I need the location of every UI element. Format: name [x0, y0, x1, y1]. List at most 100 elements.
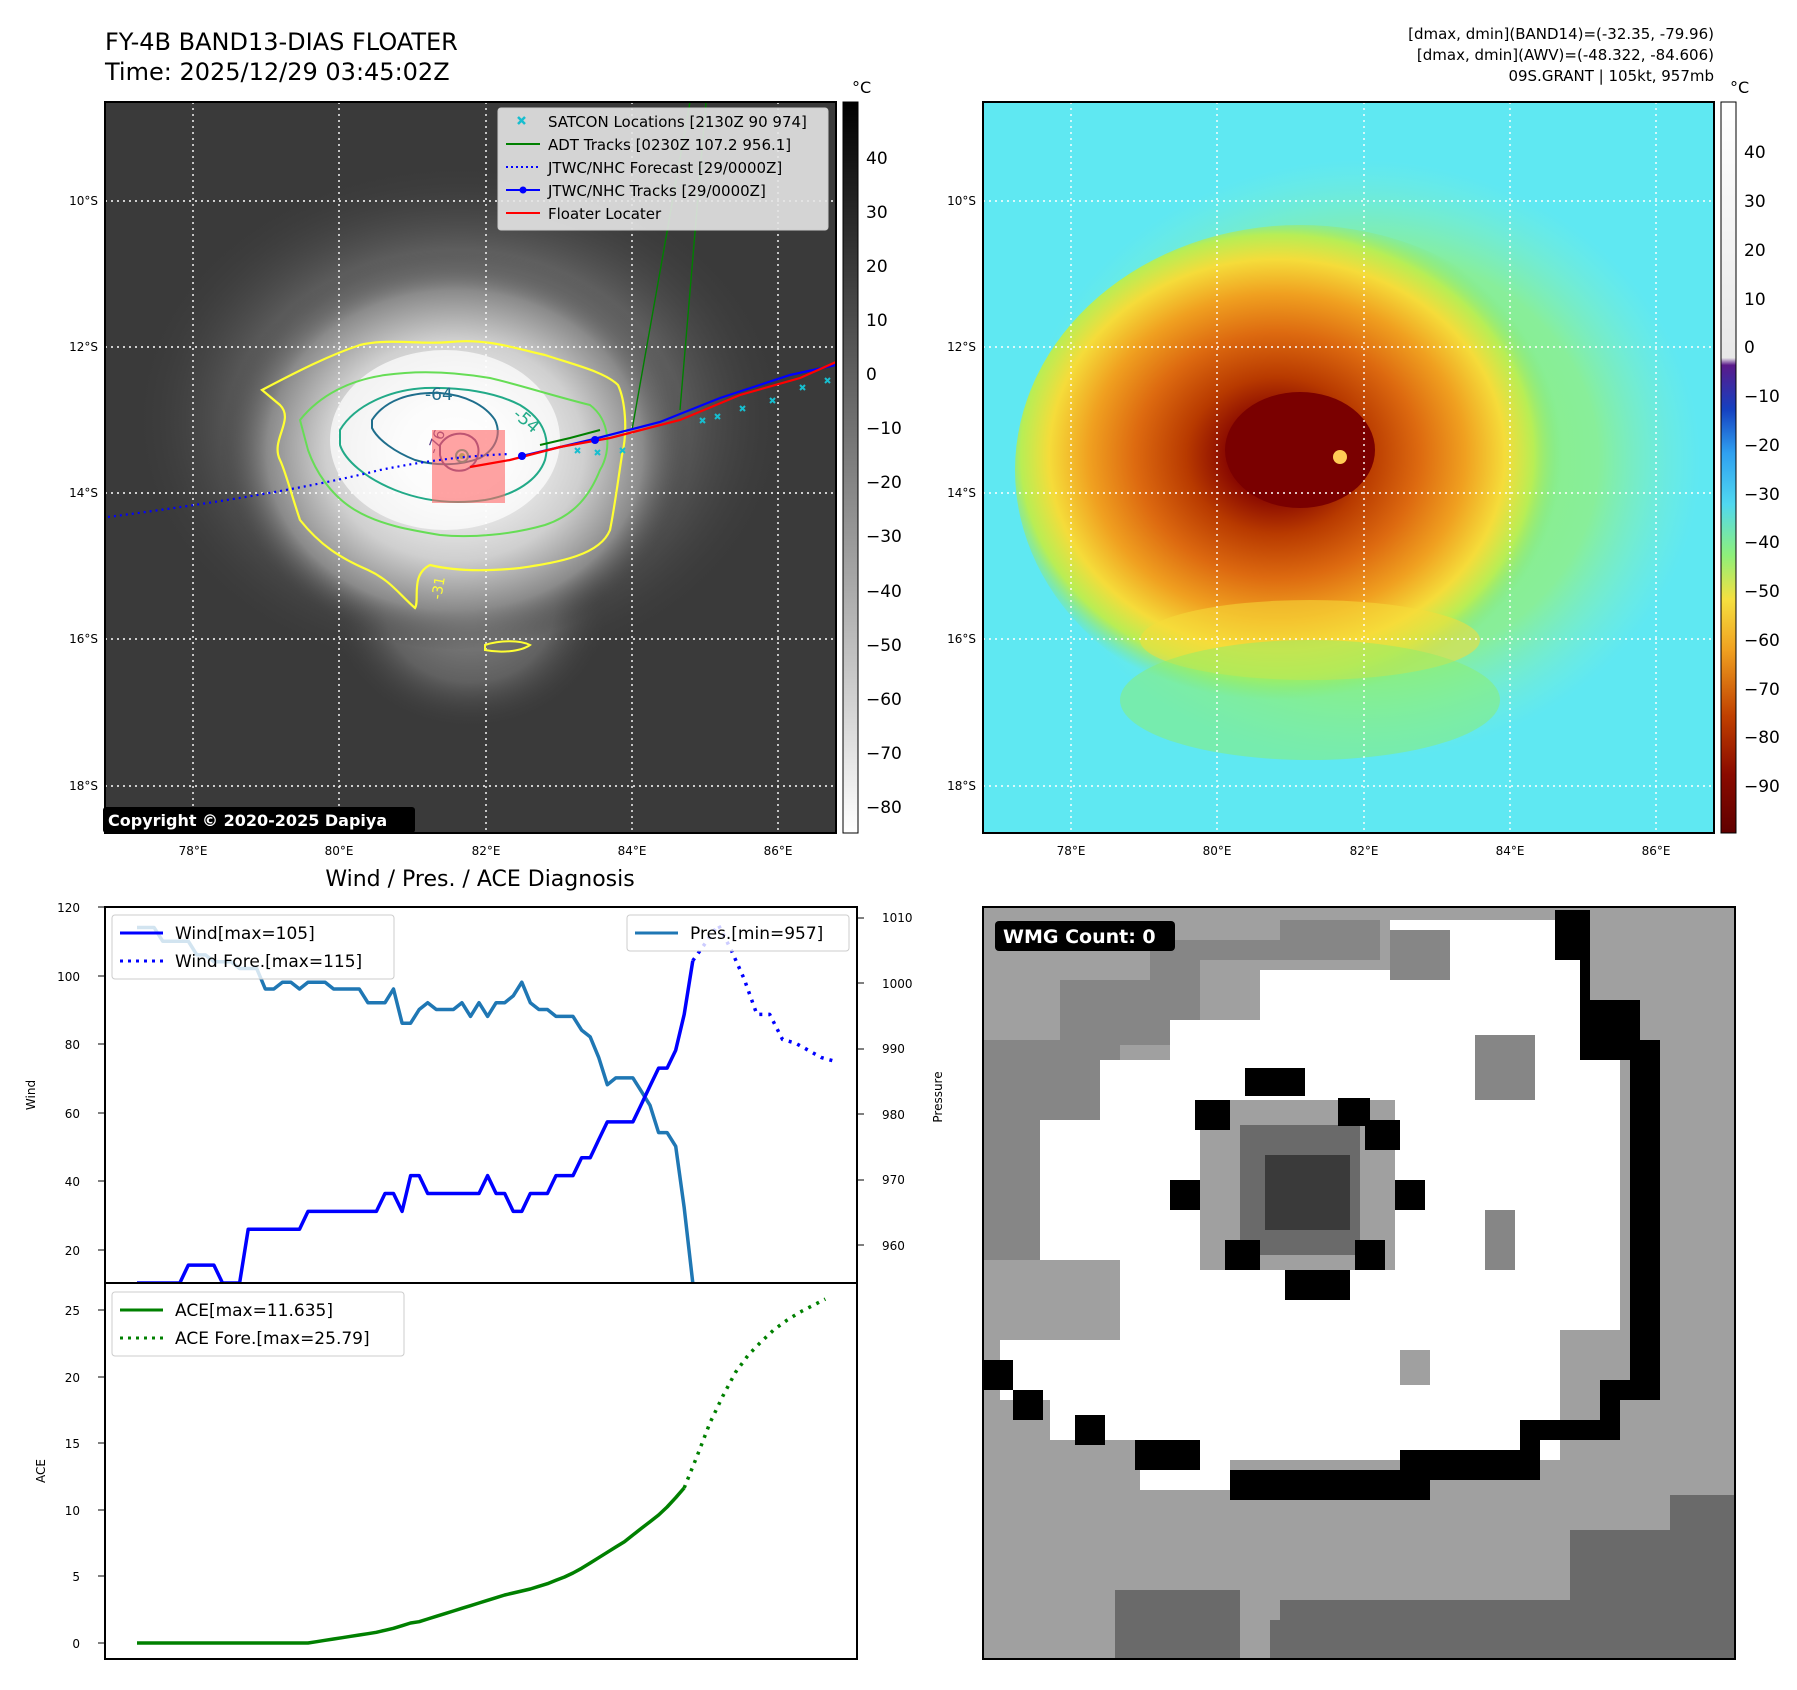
svg-text:80: 80	[65, 1038, 80, 1052]
contour-band	[484, 640, 532, 653]
svg-text:86°E: 86°E	[1642, 844, 1671, 858]
svg-text:10: 10	[65, 1504, 80, 1518]
svg-text:−20: −20	[866, 473, 902, 493]
svg-text:25: 25	[65, 1304, 80, 1318]
legend-adt-label: ADT Tracks [0230Z 107.2 956.1]	[548, 136, 791, 154]
svg-text:30: 30	[866, 203, 888, 223]
legend-ace-label: ACE[max=11.635]	[175, 1301, 333, 1321]
ace-line	[137, 1486, 686, 1645]
svg-text:970: 970	[882, 1173, 905, 1187]
svg-text:14°S: 14°S	[69, 486, 98, 500]
svg-text:80°E: 80°E	[1203, 844, 1232, 858]
ace-lines	[137, 1297, 827, 1645]
svg-text:−80: −80	[866, 798, 902, 818]
contour-lightgreen	[298, 371, 609, 538]
legend-tracks-label: JTWC/NHC Tracks [29/0000Z]	[547, 182, 766, 200]
svg-text:82°E: 82°E	[472, 844, 501, 858]
svg-text:100: 100	[57, 970, 80, 984]
gray-colorbar-unit: °C	[852, 78, 871, 97]
svg-text:10: 10	[866, 311, 888, 331]
wind-yticks: 120 100 80 60 40 20	[57, 901, 80, 1258]
color-gridlines	[983, 102, 1714, 833]
floater-locater-line	[469, 360, 836, 469]
svg-text:0: 0	[866, 365, 877, 385]
svg-text:84°E: 84°E	[618, 844, 647, 858]
svg-text:16°S: 16°S	[69, 632, 98, 646]
svg-text:16°S: 16°S	[947, 632, 976, 646]
pressure-yticks: 1010 1000 990 980 970 960	[882, 911, 913, 1253]
legend-floater-label: Floater Locater	[548, 205, 662, 223]
ir-color-map	[983, 102, 1714, 833]
svg-text:0: 0	[72, 1637, 80, 1651]
svg-text:0: 0	[1744, 338, 1755, 358]
svg-text:40: 40	[65, 1175, 80, 1189]
copyright-text: Copyright © 2020-2025 Dapiya	[108, 811, 387, 830]
legend-satcon-icon	[517, 116, 526, 125]
svg-text:15: 15	[65, 1437, 80, 1451]
svg-text:40: 40	[866, 149, 888, 169]
svg-text:20: 20	[1744, 241, 1766, 261]
svg-text:990: 990	[882, 1042, 905, 1056]
pressure-axis-label: Pressure	[931, 1071, 945, 1122]
svg-text:980: 980	[882, 1108, 905, 1122]
color-lat-labels: 10°S 12°S 14°S 16°S 18°S	[947, 194, 976, 793]
wmg-count-label: WMG Count: 0	[1003, 926, 1156, 948]
svg-text:−50: −50	[866, 636, 902, 656]
gray-colorbar-ticks: 40 30 20 10 0 −10 −20 −30 −40 −50 −60 −7…	[866, 149, 902, 818]
svg-text:40: 40	[1744, 143, 1766, 163]
jtwc-forecast-line	[107, 452, 511, 519]
svg-text:−60: −60	[866, 690, 902, 710]
dmax-awv: [dmax, dmin](AWV)=(-48.322, -84.606)	[1417, 46, 1714, 64]
svg-text:−10: −10	[1744, 387, 1780, 407]
wmg-panel-frame	[982, 906, 1736, 1660]
copyright-box	[103, 807, 415, 833]
svg-text:−90: −90	[1744, 777, 1780, 797]
diagnosis-title: Wind / Pres. / ACE Diagnosis	[325, 867, 634, 892]
contour-teal	[339, 386, 548, 503]
contour-yellow	[260, 340, 627, 610]
ace-legend: ACE[max=11.635] ACE Fore.[max=25.79]	[111, 1291, 405, 1357]
wind-axis-label: Wind	[24, 1080, 38, 1110]
wmg-panel	[983, 907, 1735, 1659]
dmax-band14: [dmax, dmin](BAND14)=(-32.35, -79.96)	[1408, 25, 1714, 43]
svg-text:−40: −40	[866, 582, 902, 602]
svg-text:80°E: 80°E	[325, 844, 354, 858]
svg-text:18°S: 18°S	[69, 779, 98, 793]
floater-locator-box	[432, 430, 505, 503]
legend-forecast-label: JTWC/NHC Forecast [29/0000Z]	[547, 159, 782, 177]
map-legend: SATCON Locations [2130Z 90 974] ADT Trac…	[497, 107, 829, 231]
svg-text:−20: −20	[1744, 436, 1780, 456]
svg-text:−80: −80	[1744, 728, 1780, 748]
svg-text:−60: −60	[1744, 631, 1780, 651]
svg-text:12°S: 12°S	[69, 340, 98, 354]
legend-wind-label: Wind[max=105]	[175, 924, 315, 944]
svg-text:10°S: 10°S	[69, 194, 98, 208]
svg-text:30: 30	[1744, 192, 1766, 212]
svg-text:14°S: 14°S	[947, 486, 976, 500]
jtwc-track-point	[518, 452, 526, 460]
ace-yticks: 25 20 15 10 5 0	[65, 1304, 80, 1651]
figure-time: Time: 2025/12/29 03:45:02Z	[104, 58, 450, 86]
wmg-count-box	[995, 921, 1175, 951]
jtwc-track-point	[591, 436, 599, 444]
gray-panel-frame	[104, 101, 837, 834]
contour-label-64: -64	[425, 385, 453, 405]
svg-text:78°E: 78°E	[1057, 844, 1086, 858]
svg-text:1010: 1010	[882, 911, 913, 925]
ace-tick-marks	[98, 1309, 105, 1644]
ace-forecast-line	[682, 1297, 827, 1489]
svg-text:18°S: 18°S	[947, 779, 976, 793]
svg-text:−30: −30	[1744, 485, 1780, 505]
pressure-legend: Pres.[min=957]	[626, 914, 850, 952]
gray-lon-labels: 78°E 80°E 82°E 84°E 86°E	[179, 844, 793, 858]
svg-text:20: 20	[866, 257, 888, 277]
svg-text:10: 10	[1744, 290, 1766, 310]
svg-text:−50: −50	[1744, 582, 1780, 602]
svg-text:20: 20	[65, 1371, 80, 1385]
svg-text:960: 960	[882, 1239, 905, 1253]
color-colorbar	[1720, 101, 1737, 834]
satcon-markers	[574, 377, 831, 456]
svg-text:60: 60	[65, 1107, 80, 1121]
contour-label-31: -31	[429, 575, 449, 600]
